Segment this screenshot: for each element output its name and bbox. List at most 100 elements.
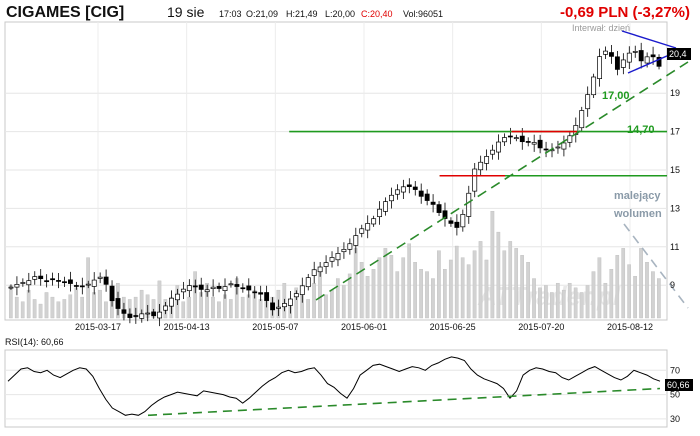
volume-layer: [8, 211, 661, 319]
candle-body: [73, 285, 79, 287]
volume-bar: [502, 250, 507, 319]
candle-body: [424, 193, 430, 201]
volume-bar: [645, 262, 649, 319]
candle-body: [394, 189, 400, 195]
high-label: H:21,49: [286, 9, 318, 19]
volume-bar: [627, 264, 631, 319]
volume-bar: [98, 289, 102, 319]
candle-body: [335, 253, 341, 261]
candle-body: [163, 305, 168, 311]
candle-body: [472, 168, 478, 192]
rsi-title: RSI(14): 60,66: [5, 337, 64, 347]
date-label: 19 sie: [167, 4, 205, 20]
candle-body: [406, 184, 412, 187]
volume-bar: [56, 301, 61, 319]
candle-body: [204, 289, 210, 293]
candle-body: [198, 284, 204, 290]
candle-body: [567, 135, 573, 143]
price-axis: 9 11 13 15 17 19: [670, 88, 680, 290]
candle-body: [502, 137, 507, 143]
volume-bar: [306, 299, 310, 319]
volume-bar: [32, 299, 37, 319]
candle-body: [264, 292, 270, 301]
volume-bar: [8, 285, 13, 319]
rsi-last-box: [665, 379, 693, 391]
volume-bar: [460, 257, 465, 319]
volume-label: Vol:96051: [403, 9, 443, 19]
trend-line-rising: [315, 61, 689, 301]
triangle-upper: [621, 30, 677, 49]
candle-body: [67, 279, 73, 284]
candle-body: [377, 208, 383, 218]
candle-body: [317, 266, 323, 273]
date-tick-label: 2015-04-13: [164, 322, 210, 332]
volume-bar: [526, 262, 530, 319]
volume-bar: [419, 269, 423, 319]
volume-bar: [651, 271, 655, 319]
date-tick-label: 2015-05-07: [252, 322, 298, 332]
rsi-trend-line: [147, 387, 661, 417]
volume-bar: [508, 241, 513, 319]
candle-body: [234, 284, 240, 287]
candle-body: [466, 192, 472, 217]
volume-bar: [335, 278, 340, 319]
volume-bar: [478, 241, 483, 319]
volume-bar: [181, 301, 186, 319]
date-tick-label: 2015-08-12: [607, 322, 653, 332]
interval-label: Interwał: dzień: [572, 23, 630, 33]
annotation-wolumen: wolumen: [613, 208, 662, 220]
volume-bar: [579, 292, 584, 319]
last-close-value: 20,4: [669, 49, 687, 59]
date-tick-label: 2015-06-25: [430, 322, 476, 332]
candle-body: [537, 139, 543, 149]
volume-bar: [472, 250, 477, 319]
ticker-label: CIGAMES [CIG]: [6, 4, 124, 21]
change-label: -0,69 PLN (-3,27%): [560, 4, 690, 21]
volume-bar: [657, 278, 661, 319]
candle-body: [371, 218, 377, 225]
volume-bar: [38, 303, 43, 319]
last-close-box: [667, 48, 691, 60]
candle-body: [32, 276, 38, 280]
candle-body: [91, 279, 97, 287]
volume-bar: [294, 287, 299, 319]
volume-bar: [395, 271, 400, 319]
price-tick-label: 19: [670, 88, 680, 98]
volume-bar: [609, 269, 614, 319]
volume-bar: [371, 269, 376, 319]
volume-bar: [413, 262, 417, 319]
candle-body: [507, 135, 513, 138]
volume-bar: [573, 287, 578, 319]
price-tick-label: 11: [670, 242, 679, 252]
candle-body: [276, 306, 281, 309]
price-tick-label: 17: [670, 127, 680, 137]
candle-body: [79, 285, 85, 288]
volume-bar: [258, 299, 263, 319]
volume-bar: [431, 278, 435, 319]
trend-line-volume: [623, 223, 689, 309]
volume-bar: [246, 294, 251, 319]
volume-bar: [383, 248, 388, 319]
candle-body: [626, 52, 632, 63]
candle-body: [240, 287, 246, 290]
candle-body: [436, 204, 442, 213]
candle-body: [609, 52, 614, 57]
volume-bar: [437, 250, 441, 319]
volume-bar: [443, 269, 447, 319]
volume-bar: [466, 264, 471, 319]
rsi-layer: [7, 356, 661, 417]
candle-body: [311, 269, 317, 276]
candle-body: [151, 311, 157, 317]
volume-bar: [240, 296, 245, 319]
price-tick-label: 15: [670, 165, 680, 175]
volume-bar: [228, 299, 233, 319]
volume-bar: [353, 248, 358, 319]
candle-body: [478, 161, 484, 171]
low-label: L:20,00: [325, 9, 355, 19]
volume-bar: [425, 271, 429, 319]
volume-bar: [389, 255, 394, 319]
volume-bar: [401, 257, 406, 319]
candle-body: [490, 149, 495, 155]
candle-body: [305, 277, 311, 288]
